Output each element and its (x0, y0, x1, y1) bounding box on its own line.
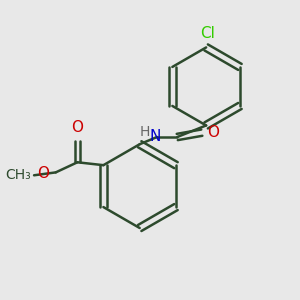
Text: O: O (71, 120, 83, 135)
Text: O: O (207, 125, 219, 140)
Text: H: H (140, 125, 150, 139)
Text: N: N (150, 130, 161, 145)
Text: Cl: Cl (200, 26, 215, 41)
Text: CH₃: CH₃ (5, 168, 31, 182)
Text: O: O (38, 166, 50, 181)
